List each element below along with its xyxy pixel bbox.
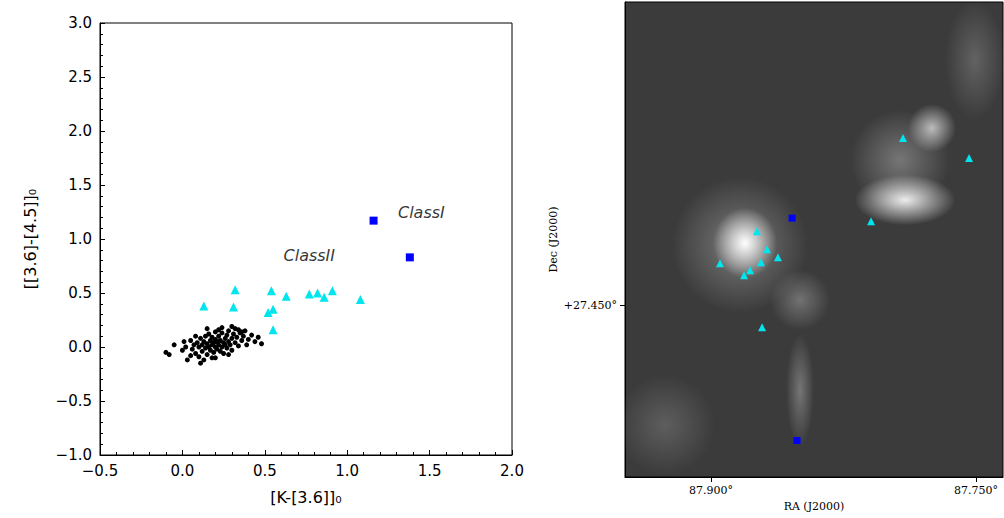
svg-text:0.5: 0.5 — [253, 462, 277, 480]
svg-text:ClassII: ClassII — [284, 246, 336, 265]
svg-text:2.0: 2.0 — [68, 122, 92, 140]
svg-text:−0.5: −0.5 — [82, 462, 118, 480]
svg-text:1.0: 1.0 — [68, 230, 92, 248]
svg-text:RA (J2000): RA (J2000) — [784, 500, 845, 513]
svg-text:[K-[3.6]]₀: [K-[3.6]]₀ — [270, 488, 341, 507]
svg-text:0.0: 0.0 — [68, 338, 92, 356]
svg-text:1.5: 1.5 — [68, 176, 92, 194]
svg-text:2.0: 2.0 — [500, 462, 524, 480]
svg-text:Dec (J2000): Dec (J2000) — [547, 207, 560, 273]
svg-text:2.5: 2.5 — [68, 68, 92, 86]
svg-text:1.5: 1.5 — [418, 462, 442, 480]
svg-text:+27.450°: +27.450° — [564, 299, 617, 312]
svg-text:−1.0: −1.0 — [55, 446, 92, 464]
svg-text:87.750°: 87.750° — [954, 484, 998, 497]
svg-text:87.900°: 87.900° — [689, 484, 733, 497]
svg-text:0.5: 0.5 — [68, 284, 92, 302]
svg-text:−0.5: −0.5 — [56, 392, 92, 410]
svg-text:ClassI: ClassI — [398, 203, 445, 222]
svg-text:[[3.6]-[4.5]]₀: [[3.6]-[4.5]]₀ — [21, 189, 40, 290]
svg-text:1.0: 1.0 — [335, 462, 359, 480]
svg-text:0.0: 0.0 — [170, 462, 194, 480]
svg-text:3.0: 3.0 — [68, 14, 92, 32]
